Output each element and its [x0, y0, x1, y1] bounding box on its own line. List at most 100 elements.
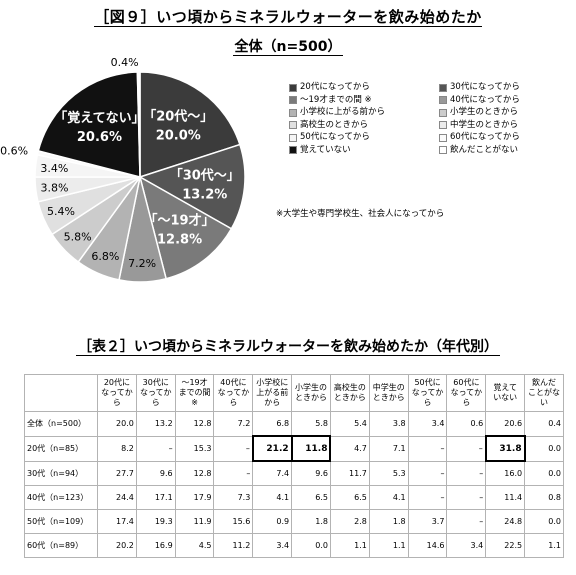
table-cell: 0.0 [524, 460, 564, 486]
table-cell: 20.6 [485, 411, 526, 437]
legend-swatch [289, 121, 297, 129]
slice-callout-label: 「30代～」 [170, 168, 240, 184]
legend-swatch [289, 83, 297, 92]
legend-label: 20代になってから [300, 82, 370, 92]
legend-swatch [439, 133, 447, 142]
table-cell: 0.4 [524, 411, 564, 437]
row-label: 30代（n=94） [24, 460, 98, 486]
slice-value-label: 13.2% [182, 188, 227, 203]
legend-item: 飲んだことがない [439, 145, 559, 156]
table-cell: 6.5 [329, 485, 370, 510]
row-label: 全体（n=500） [24, 411, 98, 437]
legend-swatch [439, 83, 447, 92]
table-cell: 4.5 [174, 533, 215, 558]
table-row: 全体（n=500） 20.0 13.2 12.8 7.2 6.8 5.8 5.4 3.8 3.4 0… [24, 411, 564, 437]
row-label: 20代（n=85） [24, 435, 98, 462]
table-cell: – [446, 509, 487, 534]
chart-legend: 20代になってから 30代になってから ～19才までの間 ※ 40代になってから 小学校… [289, 82, 559, 156]
table-cell: – [446, 435, 487, 462]
legend-item: 20代になってから [289, 82, 439, 93]
table-cell: 5.3 [368, 460, 409, 486]
pie-slice [138, 175, 233, 280]
table-cell: 7.2 [213, 411, 254, 437]
table-cell: 3.4 [407, 411, 448, 437]
table-cell: 3.7 [407, 509, 448, 534]
pie-slice [138, 143, 246, 230]
table-cell: – [446, 485, 487, 510]
table-cell: 1.1 [329, 533, 370, 558]
table-cell: 15.6 [213, 509, 254, 534]
legend-label: 中学生のときから [450, 119, 519, 130]
table-cell: 11.8 [290, 435, 332, 462]
table-cell: 12.8 [174, 460, 215, 486]
table-header-cell: 高校生の ときから [329, 374, 370, 412]
table-cell: 8.2 [97, 435, 137, 462]
table-cell: 17.4 [97, 509, 137, 534]
pie-slice [37, 71, 141, 178]
table-cell: – [213, 460, 254, 486]
table-cell: 0.0 [524, 435, 564, 462]
row-label: 60代（n=89） [24, 533, 98, 558]
row-label: 40代（n=123） [24, 485, 98, 510]
table-cell: 11.9 [174, 509, 215, 534]
table-cell: 5.8 [291, 411, 331, 437]
table-header-cell: 飲んだ ことがない [524, 374, 564, 412]
legend-item: 40代になってから [439, 95, 559, 106]
table-cell: 3.4 [446, 533, 487, 558]
table-cell: 20.0 [97, 411, 137, 437]
table-cell: 11.7 [329, 460, 370, 486]
table-cell: 15.3 [174, 435, 215, 462]
table-cell: 22.5 [485, 533, 526, 558]
table-header-cell: 60代に なってから [446, 374, 487, 412]
table-cell: 6.5 [291, 485, 331, 510]
table-cell: – [135, 435, 176, 462]
table-cell: 1.8 [291, 509, 331, 534]
legend-label: 30代になってから [450, 82, 520, 92]
table-header-cell: 30代に なってから [135, 374, 176, 412]
table-cell: 1.8 [368, 509, 409, 534]
table-header-cell: 小学生の ときから [291, 374, 331, 412]
table-cell: 19.3 [135, 509, 176, 534]
slice-value-label: 6.8% [91, 250, 119, 263]
table-cell: 0.9 [252, 509, 293, 534]
table-cell: 13.2 [135, 411, 176, 437]
table-header-cell: 40代に なってから [213, 374, 254, 412]
table-header-cell: 20代に なってから [97, 374, 137, 412]
table-header-cell [24, 374, 98, 412]
table-cell: 3.8 [368, 411, 409, 437]
table-cell: 9.6 [291, 460, 331, 486]
table-cell: 5.4 [329, 411, 370, 437]
table-cell: 4.7 [329, 435, 370, 462]
legend-label: 飲んだことがない [450, 144, 519, 155]
legend-item: 50代になってから [289, 132, 439, 143]
legend-item: 30代になってから [439, 82, 559, 93]
data-table: 20代に なってから 30代に なってから ～19才 までの間※ 40代に なってから 小学校に… [24, 374, 564, 558]
slice-value-label: 0.6% [0, 145, 28, 158]
legend-label: 40代になってから [450, 94, 520, 105]
table-cell: 6.8 [252, 411, 293, 437]
slice-value-label: 5.8% [64, 230, 92, 243]
legend-item: 覚えていない [289, 145, 439, 156]
table-header-cell: 50代に なってから [407, 374, 448, 412]
table-title: ［表２］いつ頃からミネラルウォーターを飲み始めたか（年代別） [76, 339, 500, 356]
slice-callout-label: 「20代～」 [143, 108, 213, 124]
legend-swatch [439, 108, 447, 117]
legend-label: 50代になってから [300, 132, 370, 142]
table-cell: – [407, 485, 448, 510]
table-cell: – [407, 460, 448, 486]
table-cell: 4.1 [368, 485, 409, 510]
table-cell: 7.1 [368, 435, 409, 462]
legend-swatch [289, 133, 297, 142]
legend-label: 覚えていない [300, 144, 351, 155]
table-cell: 11.2 [213, 533, 254, 558]
table-row: 20代（n=85） 8.2–15.3–21.2 11.8 4.7 7.1– –31.8 0.… [24, 435, 564, 462]
figure-subtitle: 全体（n=500） [232, 39, 344, 56]
chart-note: ※大学生や専門学校生、社会人になってから [276, 209, 445, 219]
table-row: 60代（n=89） 20.2 16.9 4.5 11.2 3.4 0.0 1.1 1.1 14.6… [24, 533, 564, 558]
slice-value-label: 3.4% [40, 162, 68, 175]
table-header-cell: ～19才 までの間※ [174, 374, 215, 412]
table-cell: 0.6 [446, 411, 487, 437]
table-row: 50代（n=109） 17.4 19.3 11.9 15.6 0.9 1.8 2.8 1.8 3.… [24, 509, 564, 534]
pie-slice [139, 71, 241, 179]
pie-slice [136, 71, 141, 178]
